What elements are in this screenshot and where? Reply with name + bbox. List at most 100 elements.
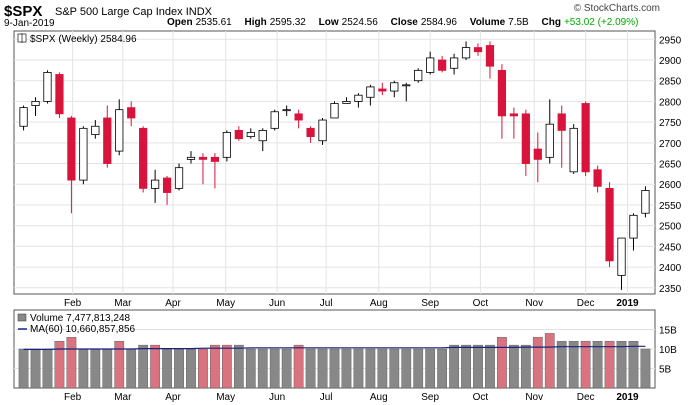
candle (378, 88, 387, 92)
candle (330, 103, 339, 119)
candle (366, 86, 375, 98)
candle (55, 74, 64, 115)
high-value: 2595.32 (269, 17, 306, 28)
volume-bar (222, 344, 232, 389)
candle (294, 113, 303, 121)
candle (103, 117, 112, 164)
candle (581, 103, 590, 173)
volume-bar (425, 348, 436, 389)
candle (186, 156, 196, 160)
volume-bar (245, 348, 256, 389)
quote-date: 9-Jan-2019 (4, 18, 55, 29)
candle (629, 214, 638, 239)
volume-bar (162, 348, 172, 389)
volume-bar (186, 348, 196, 389)
x-axis-label: Feb (64, 392, 82, 403)
volume-bar (329, 348, 340, 389)
candle (390, 82, 399, 92)
open-value: 2535.61 (195, 17, 232, 28)
candle (19, 107, 28, 127)
low-value: 2524.56 (341, 17, 378, 28)
candle (198, 156, 208, 160)
price-panel (13, 30, 656, 295)
volume-label: Volume (469, 17, 506, 28)
volume-bar (640, 348, 651, 389)
candle (414, 69, 423, 82)
candle (127, 107, 136, 119)
price-tick-label: 2900 (659, 56, 682, 67)
volume-bar (616, 341, 627, 389)
x-axis-label: Jun (269, 392, 285, 403)
close-value: 2584.96 (420, 17, 457, 28)
volume-bar (544, 333, 555, 389)
candle (139, 127, 148, 189)
volume-bar (174, 348, 184, 389)
candle (545, 123, 554, 158)
candle (533, 148, 542, 160)
volume-bar (497, 337, 507, 389)
volume-bar (126, 348, 137, 389)
x-axis-label: Dec (577, 392, 595, 403)
volume-bar (580, 341, 591, 389)
ma-line (23, 345, 646, 350)
volume-bar (257, 348, 268, 389)
candle (79, 127, 88, 181)
x-axis-label: Jul (320, 298, 333, 309)
volume-bar (437, 348, 447, 389)
close-label: Close (390, 17, 418, 28)
candle (246, 132, 255, 138)
volume-tick-label: 15B (659, 326, 677, 337)
volume-bar (233, 344, 244, 389)
x-axis-label: May (216, 298, 235, 309)
candle (318, 119, 327, 142)
price-tick-label: 2350 (659, 284, 682, 295)
symbol: $SPX (4, 3, 43, 20)
x-axis-label: Nov (525, 392, 543, 403)
candle (43, 72, 52, 102)
volume-bar (293, 344, 304, 389)
volume-bar (66, 337, 77, 389)
volume-bar (604, 341, 615, 389)
chg-value: +53.02 (+2.09%) (563, 17, 639, 28)
volume-bar (114, 341, 125, 389)
price-tick-label: 2650 (659, 160, 682, 171)
candle (162, 177, 172, 193)
volume-bar (568, 341, 579, 389)
volume-bar (18, 348, 29, 389)
candle (306, 127, 315, 138)
price-tick-label: 2400 (659, 263, 682, 274)
volume-bar (30, 348, 41, 389)
candle (509, 113, 518, 117)
candle (258, 130, 267, 142)
volume-bar (556, 341, 567, 389)
volume-bar (377, 348, 388, 389)
low-label: Low (318, 17, 339, 28)
volume-bar (150, 344, 160, 389)
volume-bar (509, 344, 519, 389)
x-axis-label: Mar (114, 392, 132, 403)
volume-bar (473, 344, 483, 389)
candle (497, 69, 507, 117)
volume-bar (341, 348, 352, 389)
candle (151, 179, 160, 189)
volume-bar (198, 348, 208, 389)
x-axis-label: Jul (320, 392, 333, 403)
candle (402, 84, 411, 87)
volume-bar (210, 344, 220, 389)
volume-bar (42, 348, 53, 389)
candle (449, 57, 459, 69)
volume-bar (532, 337, 543, 389)
x-axis-label: Oct (473, 298, 489, 309)
candle (617, 237, 626, 276)
volume-bar (628, 341, 639, 389)
volume-bar (138, 344, 149, 389)
candle (557, 113, 566, 131)
volume-bar (389, 348, 400, 389)
candle (641, 190, 650, 214)
x-axis-label: Nov (525, 298, 543, 309)
x-axis-label: 2019 (616, 392, 639, 403)
candle (461, 47, 471, 59)
